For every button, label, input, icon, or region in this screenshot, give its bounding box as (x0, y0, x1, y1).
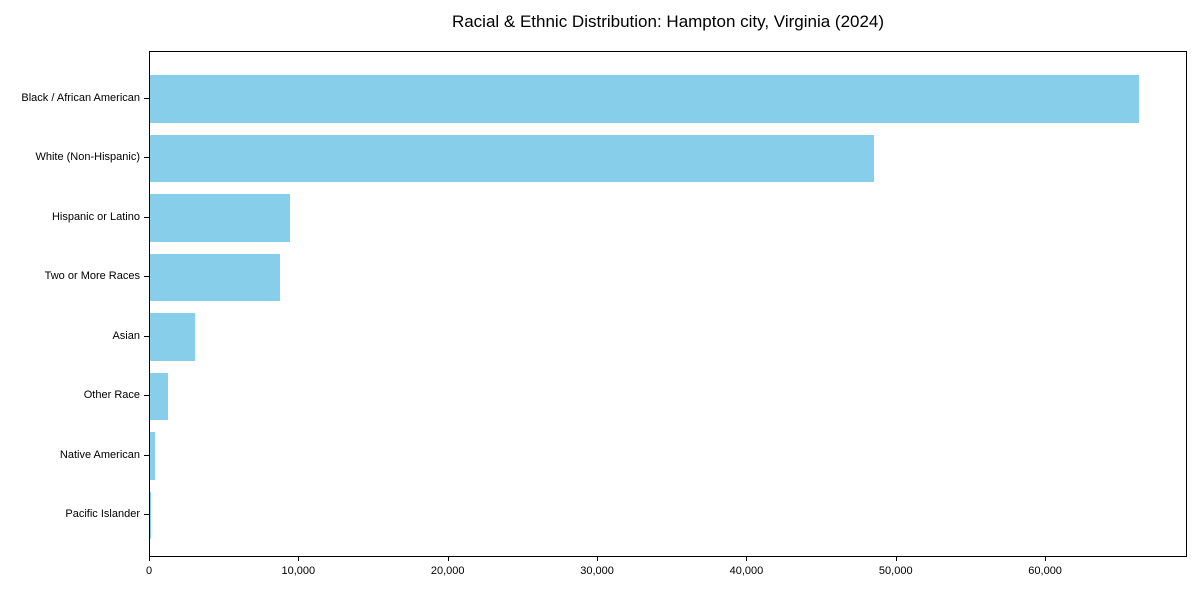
bar-other-race (150, 372, 168, 421)
bar-native-american (150, 432, 156, 480)
y-tick-mark (144, 97, 149, 99)
y-tick-mark (144, 454, 149, 456)
y-axis-label-pacific-islander: Pacific Islander (65, 508, 140, 521)
y-tick-mark (144, 216, 149, 218)
bar-white-non-hispanic (150, 134, 875, 183)
chart-title: Racial & Ethnic Distribution: Hampton ci… (451, 12, 885, 31)
x-axis-label-20000: 20,000 (430, 565, 465, 577)
x-tick-mark (1045, 557, 1047, 561)
x-tick-mark (895, 557, 897, 561)
y-axis-label-other-race: Other Race (83, 389, 140, 402)
x-axis-label-50000: 50,000 (878, 565, 913, 577)
y-tick-mark (144, 514, 149, 516)
x-tick-mark (149, 557, 150, 561)
x-axis-label-40000: 40,000 (729, 565, 764, 577)
x-tick-mark (746, 557, 748, 561)
x-tick-mark (447, 557, 449, 561)
y-axis-label-white-non-hispanic: White (Non-Hispanic) (35, 151, 140, 164)
bar-pacific-islander (150, 491, 151, 540)
y-axis-label-asian: Asian (112, 329, 140, 342)
bar-asian (150, 313, 195, 361)
bar-two-or-more-races (150, 253, 280, 302)
y-tick-mark (144, 395, 149, 397)
y-tick-mark (144, 335, 149, 337)
bar-black-african-american (150, 75, 1139, 123)
y-axis-label-hispanic-or-latino: Hispanic or Latino (51, 210, 140, 223)
y-axis-label-black-african-american: Black / African American (21, 91, 140, 104)
x-axis-label-0: 0 (145, 565, 153, 577)
plot-area (149, 51, 1187, 557)
y-axis-label-native-american: Native American (59, 448, 140, 461)
y-tick-mark (144, 157, 149, 159)
x-axis-label-60000: 60,000 (1028, 565, 1062, 577)
x-tick-mark (597, 557, 599, 561)
x-tick-mark (298, 557, 300, 561)
bar-hispanic-or-latino (150, 194, 291, 242)
x-axis-label-30000: 30,000 (580, 565, 614, 577)
x-axis-label-10000: 10,000 (281, 565, 316, 577)
y-tick-mark (144, 276, 149, 278)
y-axis-label-two-or-more-races: Two or More Races (44, 270, 140, 283)
